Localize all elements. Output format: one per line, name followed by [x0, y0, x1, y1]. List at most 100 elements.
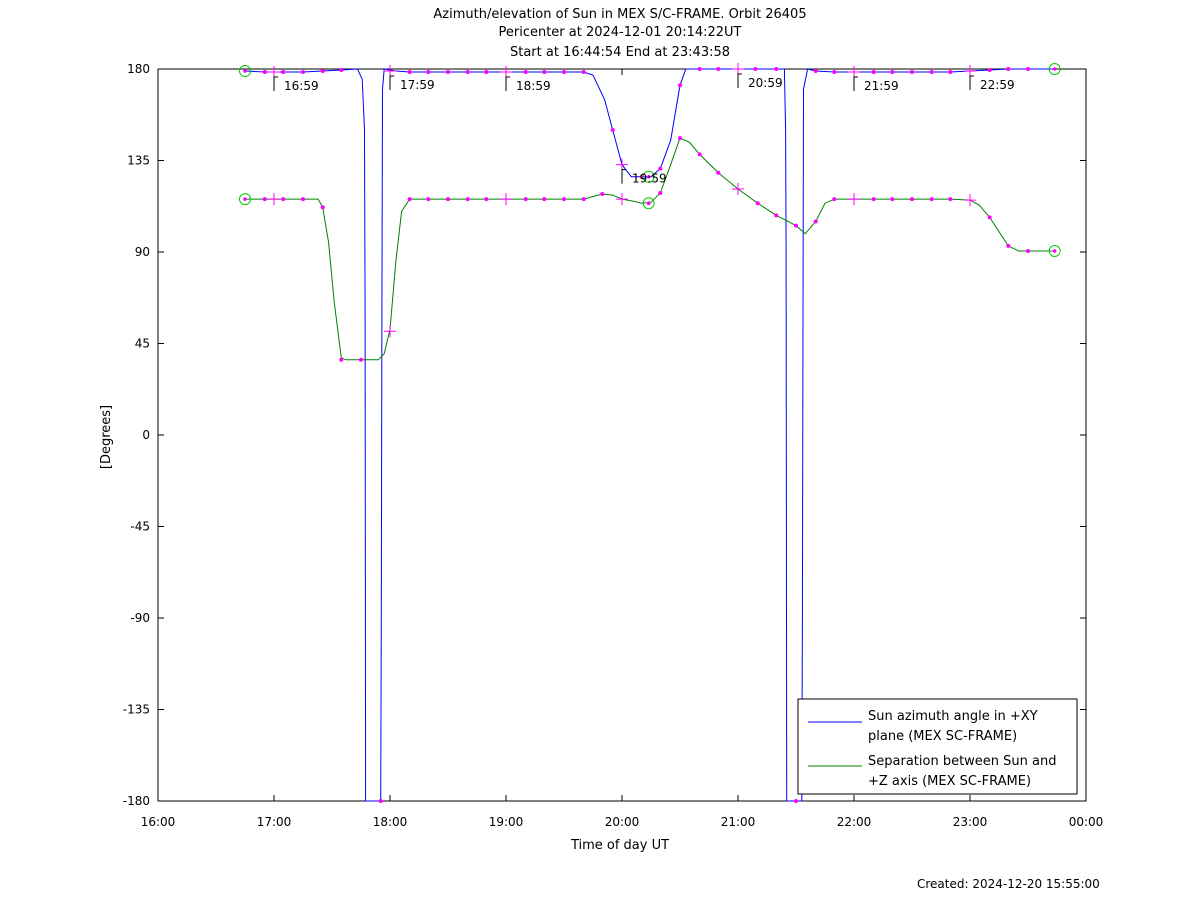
- separation-dot-marker: [484, 197, 489, 202]
- x-axis-label: Time of day UT: [570, 838, 669, 853]
- y-tick-label: -180: [123, 794, 150, 808]
- legend-label-azimuth-line-2: plane (MEX SC-FRAME): [868, 729, 1017, 744]
- separation-dot-marker: [600, 192, 605, 197]
- azimuth-dot-marker: [1026, 67, 1030, 71]
- separation-dot-marker: [871, 197, 876, 202]
- y-tick-label: 180: [127, 62, 150, 76]
- azimuth-cross-marker: [500, 66, 512, 79]
- separation-cross-marker: [848, 193, 860, 206]
- azimuth-dot-marker: [697, 67, 702, 71]
- separation-dot-marker: [281, 197, 286, 202]
- separation-dot-marker: [523, 197, 528, 202]
- separation-dot-marker: [929, 197, 934, 202]
- time-annotation-hook: [737, 73, 742, 88]
- azimuth-circle-marker: [642, 170, 655, 183]
- separation-dot-marker: [262, 197, 267, 202]
- azimuth-dot-marker: [426, 70, 431, 75]
- azimuth-dot-marker: [523, 70, 528, 75]
- x-tick-label: 23:00: [953, 815, 988, 829]
- azimuth-dot-marker: [301, 70, 305, 75]
- azimuth-cross-marker: [732, 63, 744, 75]
- separation-dot-marker: [948, 197, 953, 202]
- y-axis-label: [Degrees]: [99, 405, 114, 469]
- separation-dot-marker: [910, 197, 914, 202]
- title-line-1: Azimuth/elevation of Sun in MEX S/C-FRAM…: [433, 7, 806, 22]
- separation-dot-marker: [755, 201, 760, 206]
- azimuth-cross-marker: [964, 65, 976, 78]
- azimuth-dot-marker: [987, 68, 992, 73]
- azimuth-dot-marker: [610, 128, 615, 132]
- x-tick-label: 22:00: [837, 815, 872, 829]
- separation-circle-marker: [239, 193, 251, 206]
- separation-dot-marker: [465, 197, 470, 202]
- time-annotation-label: 19:59: [632, 172, 667, 186]
- azimuth-cross-marker: [268, 66, 280, 79]
- azimuth-circle-marker-center: [243, 69, 247, 73]
- azimuth-dot-marker: [890, 70, 895, 75]
- separation-dot-marker: [339, 357, 344, 362]
- legend-label-separation-line-2: +Z axis (MEX SC-FRAME): [868, 774, 1031, 789]
- azimuth-circle-marker: [239, 65, 251, 78]
- azimuth-circle-marker-center: [646, 174, 651, 179]
- azimuth-dot-marker: [658, 166, 663, 171]
- legend-box: [797, 698, 1078, 795]
- separation-dot-marker: [658, 191, 663, 196]
- separation-dot-marker: [426, 197, 431, 202]
- azimuth-dot-marker: [716, 67, 721, 71]
- separation-dot-marker: [987, 215, 992, 220]
- separation-dot-marker: [890, 197, 895, 202]
- time-annotation-label: 21:59: [864, 79, 899, 93]
- azimuth-dot-marker: [484, 70, 489, 75]
- azimuth-dot-marker: [262, 70, 267, 75]
- azimuth-circle-marker: [1048, 63, 1061, 75]
- separation-dot-marker: [716, 170, 721, 175]
- azimuth-dot-marker: [794, 799, 798, 803]
- separation-dot-marker: [562, 197, 566, 202]
- time-annotation-label: 16:59: [284, 79, 319, 93]
- time-annotation-hook: [389, 75, 394, 91]
- time-annotation-hook: [505, 76, 510, 92]
- azimuth-cross-marker: [384, 65, 396, 78]
- legend: Sun azimuth angle in +XY plane (MEX SC-F…: [797, 698, 1078, 795]
- separation-dot-marker: [832, 197, 837, 202]
- separation-dot-marker: [678, 136, 682, 141]
- azimuth-dot-marker: [465, 70, 470, 75]
- y-tick-label: 135: [127, 154, 150, 168]
- separation-circle-marker-center: [646, 201, 651, 205]
- separation-dot-marker: [359, 357, 363, 362]
- marker-layer: [239, 63, 1061, 803]
- azimuth-dot-marker: [871, 70, 876, 75]
- title-line-2: Pericenter at 2024-12-01 20:14:22UT: [498, 25, 741, 40]
- azimuth-dot-marker: [446, 70, 450, 75]
- azimuth-cross-marker: [848, 66, 860, 79]
- separation-cross-marker: [500, 193, 512, 206]
- azimuth-dot-marker: [910, 70, 914, 75]
- time-annotation-label: 18:59: [516, 79, 551, 93]
- separation-dot-marker: [697, 152, 702, 157]
- separation-dot-marker: [794, 223, 798, 228]
- legend-label-azimuth-line-1: Sun azimuth angle in +XY: [868, 709, 1038, 724]
- title-line-3: Start at 16:44:54 End at 23:43:58: [510, 45, 730, 60]
- x-tick-label: 18:00: [373, 815, 408, 829]
- separation-dot-marker: [1026, 248, 1030, 253]
- separation-cross-marker: [384, 325, 396, 338]
- time-annotation-hook: [853, 76, 858, 92]
- time-annotation-label: 22:59: [980, 78, 1015, 92]
- separation-dot-marker: [320, 205, 325, 210]
- time-annotation-hook: [273, 76, 278, 92]
- azimuth-dot-marker: [832, 70, 837, 75]
- x-tick-label: 21:00: [721, 815, 756, 829]
- azimuth-dot-marker: [562, 70, 566, 75]
- separation-circle-marker: [642, 197, 655, 210]
- separation-circle-marker-center: [1052, 249, 1057, 253]
- separation-cross-marker: [616, 193, 628, 206]
- axis-ticks: 16:00 17:00 18:00 19:00 20:00 21:00 22:00 23:00…: [123, 62, 1104, 829]
- separation-dot-marker: [813, 219, 818, 224]
- time-annotation-label: 20:59: [748, 76, 783, 90]
- separation-dot-marker: [446, 197, 450, 202]
- time-annotation-hook: [969, 75, 974, 91]
- separation-cross-marker: [964, 194, 976, 207]
- x-tick-label: 16:00: [141, 815, 176, 829]
- azimuth-dot-marker: [929, 70, 934, 75]
